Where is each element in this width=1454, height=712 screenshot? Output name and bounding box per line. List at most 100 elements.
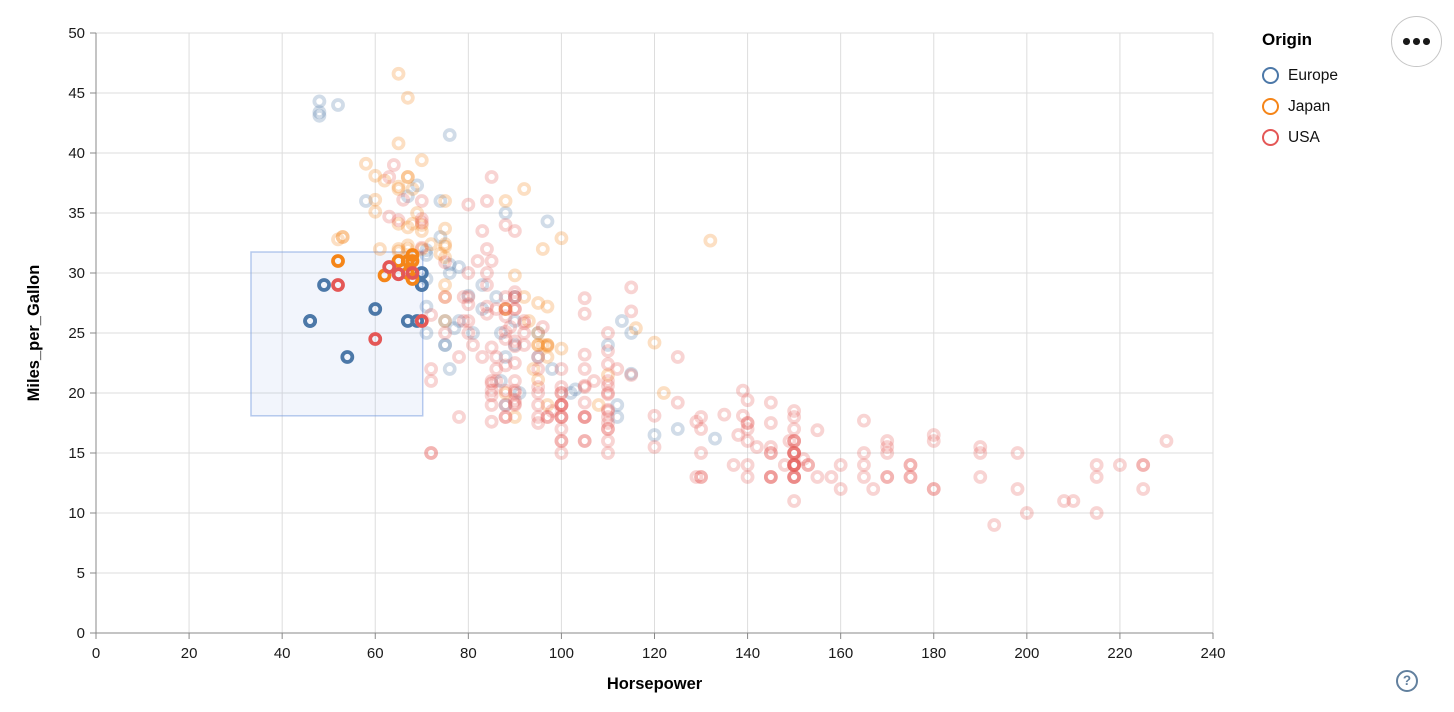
scatter-point-usa[interactable] (926, 434, 941, 448)
scatter-point-usa[interactable] (787, 458, 802, 472)
scatter-point-usa[interactable] (554, 398, 569, 412)
scatter-point-usa[interactable] (801, 458, 815, 472)
scatter-point-japan[interactable] (438, 194, 452, 208)
scatter-point-usa[interactable] (452, 350, 466, 364)
scatter-point-usa[interactable] (1136, 458, 1151, 472)
scatter-point-usa[interactable] (880, 470, 895, 484)
scatter-point-usa[interactable] (796, 452, 811, 466)
scatter-point-japan[interactable] (507, 410, 522, 424)
scatter-point-usa[interactable] (787, 470, 802, 484)
scatter-point-usa[interactable] (787, 422, 802, 436)
scatter-point-japan[interactable] (535, 242, 550, 256)
scatter-point-usa[interactable] (624, 304, 639, 319)
scatter-point-usa[interactable] (601, 344, 615, 358)
scatter-point-europe[interactable] (410, 178, 425, 193)
scatter-point-japan[interactable] (498, 302, 513, 316)
scatter-point-usa[interactable] (507, 383, 522, 398)
scatter-point-europe[interactable] (433, 230, 448, 244)
scatter-point-usa[interactable] (480, 266, 494, 280)
scatter-point-japan[interactable] (531, 338, 546, 352)
scatter-point-europe[interactable] (670, 422, 685, 436)
scatter-point-usa[interactable] (810, 470, 825, 484)
scatter-point-europe[interactable] (317, 278, 331, 292)
scatter-point-europe[interactable] (489, 290, 504, 304)
scatter-point-japan[interactable] (335, 230, 350, 244)
scatter-point-usa[interactable] (507, 290, 522, 304)
scatter-point-usa[interactable] (475, 350, 490, 364)
scatter-point-usa[interactable] (382, 209, 397, 224)
scatter-point-japan[interactable] (554, 231, 569, 246)
scatter-point-japan[interactable] (391, 66, 406, 81)
scatter-point-usa[interactable] (763, 446, 778, 460)
scatter-point-europe[interactable] (531, 326, 546, 340)
scatter-point-europe[interactable] (312, 94, 327, 109)
scatter-point-japan[interactable] (377, 173, 392, 188)
scatter-point-usa[interactable] (694, 422, 708, 436)
scatter-point-usa[interactable] (554, 398, 569, 412)
scatter-point-usa[interactable] (857, 470, 871, 484)
scatter-point-usa[interactable] (484, 374, 499, 388)
scatter-point-usa[interactable] (973, 440, 988, 454)
scatter-point-usa[interactable] (787, 446, 802, 460)
scatter-point-usa[interactable] (694, 470, 708, 484)
scatter-point-europe[interactable] (507, 314, 522, 328)
scatter-point-usa[interactable] (736, 408, 750, 423)
scatter-point-usa[interactable] (577, 410, 592, 424)
scatter-point-usa[interactable] (787, 434, 802, 448)
scatter-point-japan[interactable] (410, 206, 425, 220)
scatter-point-usa[interactable] (540, 410, 555, 424)
scatter-point-japan[interactable] (540, 338, 555, 352)
scatter-point-usa[interactable] (903, 470, 918, 484)
scatter-point-usa[interactable] (787, 410, 802, 424)
scatter-point-usa[interactable] (414, 212, 429, 226)
scatter-point-usa[interactable] (414, 215, 429, 230)
scatter-point-usa[interactable] (498, 383, 513, 398)
scatter-point-usa[interactable] (926, 482, 941, 496)
scatter-point-usa[interactable] (507, 339, 522, 354)
scatter-point-usa[interactable] (601, 446, 615, 460)
scatter-point-japan[interactable] (335, 230, 350, 244)
scatter-point-usa[interactable] (498, 324, 513, 339)
scatter-point-usa[interactable] (498, 398, 513, 412)
scatter-point-usa[interactable] (1113, 458, 1127, 472)
scatter-point-japan[interactable] (359, 156, 373, 171)
scatter-point-usa[interactable] (787, 434, 802, 448)
scatter-point-usa[interactable] (498, 410, 513, 424)
scatter-point-usa[interactable] (1089, 470, 1104, 484)
scatter-point-usa[interactable] (670, 395, 685, 410)
scatter-point-usa[interactable] (601, 326, 615, 340)
scatter-point-usa[interactable] (484, 170, 499, 184)
scatter-point-japan[interactable] (498, 302, 513, 316)
scatter-point-japan[interactable] (368, 192, 383, 207)
scatter-point-usa[interactable] (331, 278, 345, 292)
scatter-point-usa[interactable] (763, 440, 778, 454)
scatter-point-usa[interactable] (414, 240, 429, 255)
scatter-point-europe[interactable] (452, 314, 466, 328)
scatter-point-japan[interactable] (498, 386, 513, 400)
scatter-point-usa[interactable] (1089, 506, 1104, 520)
scatter-point-japan[interactable] (368, 168, 383, 183)
scatter-point-japan[interactable] (424, 237, 439, 252)
scatter-point-usa[interactable] (456, 290, 471, 304)
scatter-point-europe[interactable] (400, 189, 415, 204)
scatter-point-usa[interactable] (498, 332, 513, 346)
scatter-point-japan[interactable] (517, 290, 532, 304)
scatter-point-usa[interactable] (787, 434, 802, 448)
scatter-point-usa[interactable] (587, 374, 601, 388)
scatter-point-usa[interactable] (531, 398, 546, 412)
scatter-point-usa[interactable] (503, 320, 518, 334)
scatter-point-usa[interactable] (484, 376, 499, 391)
scatter-point-usa[interactable] (554, 410, 569, 424)
scatter-point-europe[interactable] (624, 326, 639, 340)
scatter-point-usa[interactable] (535, 320, 550, 334)
scatter-point-europe[interactable] (568, 382, 583, 397)
scatter-point-usa[interactable] (498, 302, 513, 316)
scatter-point-japan[interactable] (391, 242, 406, 256)
scatter-point-usa[interactable] (749, 440, 764, 454)
scatter-point-usa[interactable] (926, 482, 941, 496)
scatter-point-europe[interactable] (494, 326, 508, 340)
scatter-point-europe[interactable] (419, 326, 434, 340)
scatter-point-europe[interactable] (512, 386, 527, 400)
scatter-point-japan[interactable] (591, 398, 606, 412)
scatter-point-usa[interactable] (386, 158, 401, 172)
